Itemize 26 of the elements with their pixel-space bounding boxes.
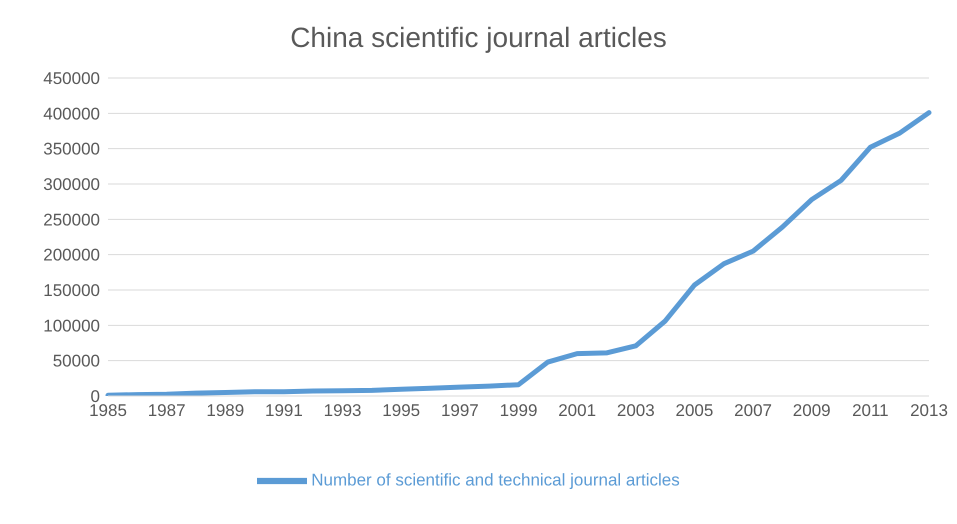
x-tick-label: 1995 — [382, 401, 420, 420]
y-tick-label: 450000 — [43, 69, 100, 88]
x-tick-label: 1989 — [206, 401, 244, 420]
x-tick-label: 2001 — [558, 401, 596, 420]
x-tick-label: 2011 — [852, 401, 889, 420]
y-tick-label: 100000 — [43, 316, 100, 336]
legend-label: Number of scientific and technical journal articles — [311, 470, 680, 490]
y-tick-label: 300000 — [43, 175, 100, 194]
x-tick-label: 2009 — [792, 401, 831, 420]
x-tick-label: 1985 — [89, 401, 127, 420]
x-tick-label: 2007 — [734, 401, 772, 420]
y-tick-label: 400000 — [43, 104, 100, 124]
x-tick-label: 1999 — [500, 401, 538, 420]
y-tick-label: 150000 — [43, 281, 100, 300]
x-tick-label: 2003 — [616, 401, 655, 420]
x-tick-label: 2005 — [676, 401, 714, 420]
x-tick-label: 1991 — [265, 401, 303, 420]
y-tick-label: 250000 — [43, 210, 100, 230]
x-tick-label: 1987 — [148, 401, 186, 420]
x-tick-label: 1997 — [440, 401, 479, 420]
chart-title: China scientific journal articles — [289, 21, 668, 55]
y-tick-label: 350000 — [43, 140, 100, 159]
x-tick-label: 2013 — [910, 401, 948, 420]
x-tick-label: 1993 — [324, 401, 362, 420]
y-tick-label: 50000 — [52, 352, 100, 371]
y-tick-label: 200000 — [43, 246, 100, 265]
